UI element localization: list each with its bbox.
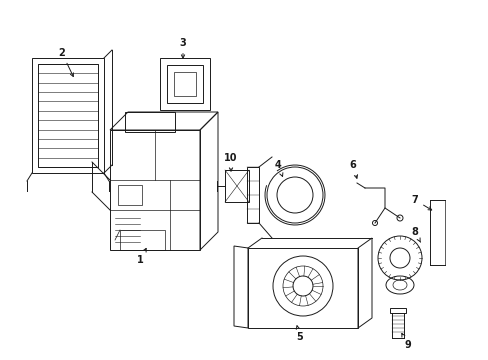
Text: 7: 7 bbox=[411, 195, 431, 210]
Text: 5: 5 bbox=[296, 326, 303, 342]
Text: 6: 6 bbox=[349, 160, 357, 178]
Text: 10: 10 bbox=[224, 153, 237, 171]
Text: 1: 1 bbox=[136, 248, 146, 265]
Text: 9: 9 bbox=[401, 333, 410, 350]
Text: 8: 8 bbox=[411, 227, 420, 242]
Text: 2: 2 bbox=[59, 48, 73, 77]
Text: 4: 4 bbox=[274, 160, 282, 176]
Text: 3: 3 bbox=[179, 38, 186, 58]
